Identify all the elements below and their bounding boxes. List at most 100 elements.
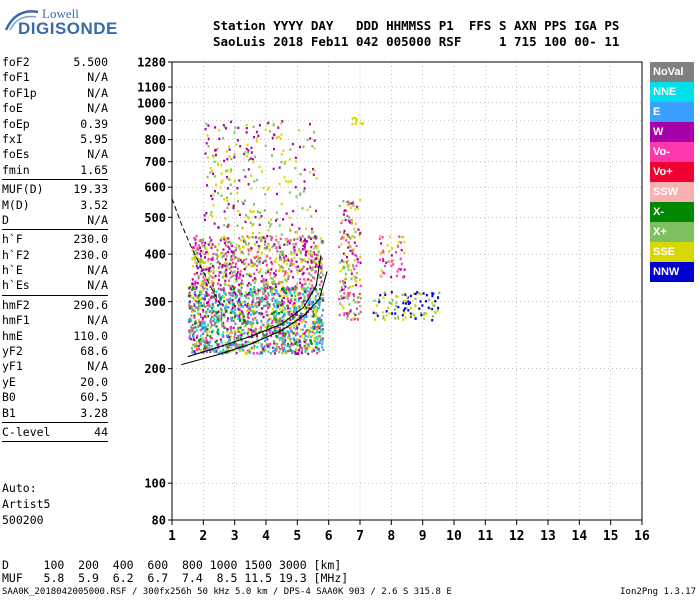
echo-point [230, 346, 233, 349]
echo-point [289, 216, 292, 220]
echo-point [310, 259, 313, 262]
echo-point [205, 315, 208, 318]
echo-point [215, 148, 217, 152]
echo-point [243, 294, 246, 297]
echo-point [373, 299, 376, 302]
echo-point [237, 330, 240, 334]
echo-point [271, 297, 274, 301]
echo-point [352, 293, 355, 296]
echo-point [266, 319, 269, 322]
echo-point [221, 276, 224, 279]
param-value: 44 [94, 424, 108, 439]
echo-point [314, 296, 317, 299]
echo-point [212, 348, 215, 352]
echo-point [302, 293, 304, 296]
echo-point [418, 292, 421, 295]
echo-point [286, 286, 289, 289]
echo-point [200, 342, 202, 346]
echo-point [237, 317, 240, 320]
echo-point [255, 268, 258, 271]
echo-point [402, 309, 405, 312]
echo-point [359, 261, 362, 264]
echo-point [247, 316, 250, 320]
echo-point [212, 193, 215, 197]
echo-point [359, 278, 361, 281]
echo-point [239, 145, 242, 148]
echo-point [188, 305, 191, 308]
param-row: h`E N/A [2, 263, 108, 278]
echo-point [305, 315, 307, 319]
echo-point [307, 301, 310, 305]
echo-point [209, 335, 212, 338]
echo-point [348, 202, 351, 206]
echo-point [226, 319, 229, 322]
echo-point [258, 262, 261, 265]
echo-point [265, 329, 268, 333]
echo-point [233, 251, 236, 255]
echo-point [274, 310, 277, 313]
echo-point [240, 333, 243, 337]
echo-point [303, 325, 306, 328]
echo-point [237, 336, 240, 339]
echo-point [380, 242, 383, 245]
echo-point [216, 253, 218, 256]
echo-point [194, 320, 197, 323]
echo-point [209, 326, 212, 329]
echo-point [352, 298, 355, 302]
echo-point [292, 288, 295, 292]
echo-point [243, 332, 246, 335]
echo-point [303, 168, 306, 171]
echo-point [223, 224, 226, 227]
echo-point [246, 321, 249, 324]
param-label: h`E [2, 263, 23, 278]
echo-point [302, 271, 305, 275]
echo-point [240, 294, 243, 298]
echo-point [226, 264, 229, 267]
echo-point [206, 304, 209, 307]
echo-point [206, 347, 209, 350]
echo-point [313, 261, 316, 264]
echo-point [210, 345, 213, 348]
echo-point [268, 346, 271, 349]
echo-point [271, 292, 274, 295]
param-row: hmE 110.0 [2, 329, 108, 344]
echo-point [211, 296, 214, 299]
echo-point [223, 125, 226, 129]
echo-point [293, 351, 296, 354]
echo-point [196, 294, 199, 298]
echo-point [274, 349, 277, 352]
echo-point [276, 317, 279, 321]
param-row: yF1 N/A [2, 359, 108, 374]
echo-point [349, 249, 352, 252]
echo-point [283, 312, 286, 315]
echo-point [353, 253, 356, 257]
echo-point [273, 305, 276, 308]
echo-point [303, 316, 306, 319]
echo-point [311, 321, 314, 324]
echo-point [402, 235, 405, 239]
echo-point [318, 283, 321, 286]
echo-point [294, 327, 297, 331]
echo-point [188, 302, 191, 306]
echo-point [272, 311, 275, 314]
echo-point [202, 310, 205, 313]
legend-item-e: E [650, 102, 694, 122]
param-row: B0 60.5 [2, 390, 108, 405]
param-value: N/A [87, 313, 108, 328]
echo-point [257, 257, 260, 261]
echo-point [216, 282, 219, 286]
echo-point [215, 300, 218, 303]
echo-point [217, 352, 220, 355]
echo-point [282, 330, 285, 333]
echo-point [242, 267, 245, 271]
echo-point [275, 291, 278, 294]
echo-point [204, 252, 207, 256]
x-tick-label: 10 [446, 529, 462, 544]
echo-point [231, 302, 234, 305]
echo-point [253, 203, 255, 206]
echo-point [282, 256, 285, 259]
echo-point [354, 313, 357, 317]
echo-point [250, 275, 252, 278]
echo-point [212, 286, 215, 289]
echo-point [197, 344, 200, 348]
